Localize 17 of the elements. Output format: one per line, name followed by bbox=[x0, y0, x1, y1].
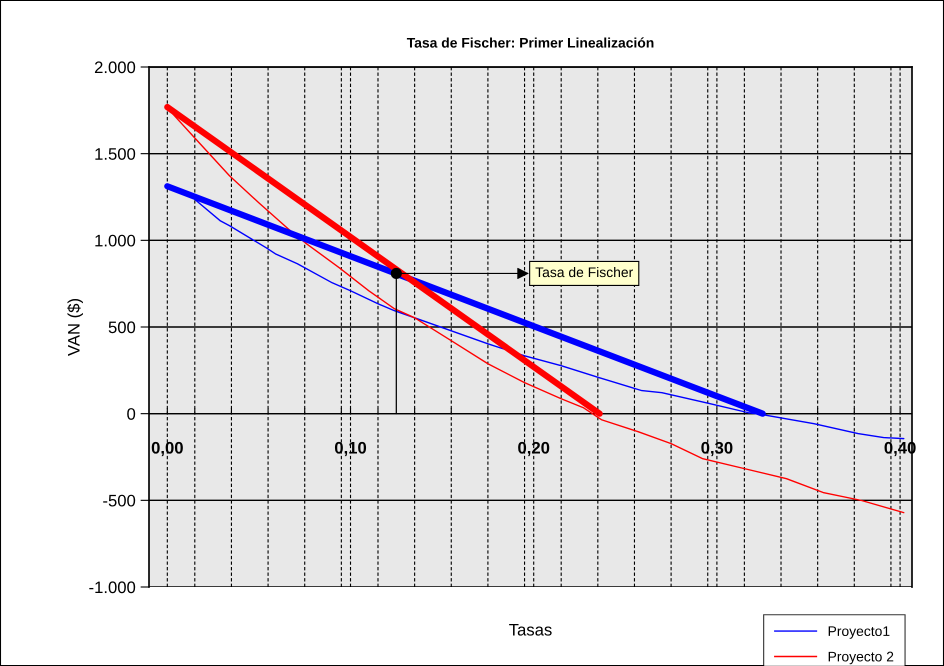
y-axis-title: VAN ($) bbox=[67, 299, 83, 356]
y-tick-label: 1.000 bbox=[95, 234, 136, 247]
chart-title: Tasa de Fischer: Primer Linealización bbox=[406, 37, 654, 48]
y-tick-label: 500 bbox=[108, 321, 136, 334]
annotation: Tasa de Fischer bbox=[536, 266, 633, 278]
x-tick-label: 0,10 bbox=[334, 442, 366, 456]
y-tick-label: 1.500 bbox=[95, 148, 136, 160]
x-tick-label: 0,20 bbox=[518, 442, 550, 456]
legend-label: Proyecto 2 bbox=[828, 652, 894, 664]
x-axis-title: Tasas bbox=[509, 624, 552, 636]
y-tick-label: 0 bbox=[127, 408, 136, 420]
y-tick-label: 2.000 bbox=[94, 61, 136, 74]
y-tick-label: -1.000 bbox=[89, 581, 136, 594]
y-tick-label: -500 bbox=[103, 494, 136, 507]
x-tick-label: 0,00 bbox=[152, 442, 183, 456]
x-tick-label: 0,30 bbox=[701, 442, 732, 456]
legend-label: Proyecto1 bbox=[828, 626, 890, 639]
